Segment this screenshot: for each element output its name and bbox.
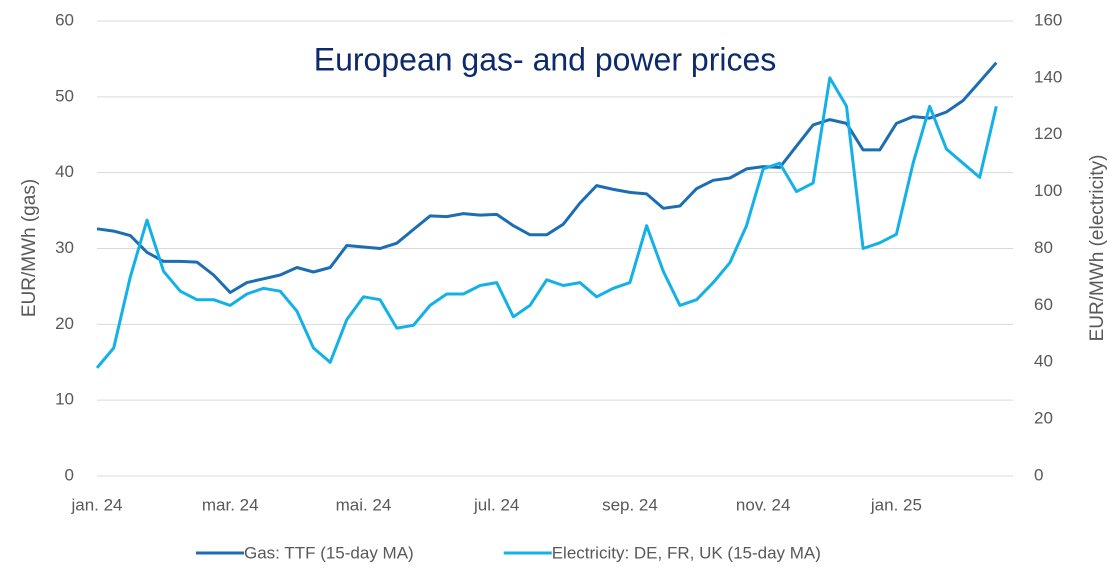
y-tick-label: 30	[55, 238, 74, 257]
x-tick-label: sep. 24	[602, 495, 658, 514]
chart-title: European gas- and power prices	[314, 41, 777, 77]
line	[96, 61, 998, 294]
y2-tick-label: 160	[1034, 10, 1062, 29]
line	[95, 76, 998, 369]
y-tick-label: 50	[55, 86, 74, 105]
y2-tick-label: 60	[1034, 295, 1053, 314]
y2-tick-label: 80	[1034, 238, 1053, 257]
y2-tick-label: 20	[1034, 409, 1053, 428]
x-tick-label: mai. 24	[336, 495, 392, 514]
x-tick-label: mar. 24	[202, 495, 259, 514]
x-tick-label: jul. 24	[473, 495, 519, 514]
legend-label: Electricity: DE, FR, UK (15-day MA)	[552, 543, 821, 562]
x-tick-label: jan. 25	[870, 495, 922, 514]
y-tick-label: 0	[65, 465, 74, 484]
legend-label: Gas: TTF (15-day MA)	[244, 543, 414, 562]
y2-axis-title: EUR/MWh (electricity)	[1087, 155, 1108, 342]
y-tick-label: 10	[55, 390, 74, 409]
y-axis-title: EUR/MWh (gas)	[19, 179, 40, 317]
x-tick-label: jan. 24	[70, 495, 122, 514]
y2-tick-label: 0	[1034, 465, 1043, 484]
y-tick-label: 20	[55, 314, 74, 333]
y-tick-label: 60	[55, 10, 74, 29]
y-tick-label: 40	[55, 162, 74, 181]
y2-tick-label: 140	[1034, 67, 1062, 86]
y2-tick-label: 100	[1034, 181, 1062, 200]
x-tick-label: nov. 24	[736, 495, 791, 514]
y2-tick-label: 40	[1034, 352, 1053, 371]
y2-tick-label: 120	[1034, 124, 1062, 143]
